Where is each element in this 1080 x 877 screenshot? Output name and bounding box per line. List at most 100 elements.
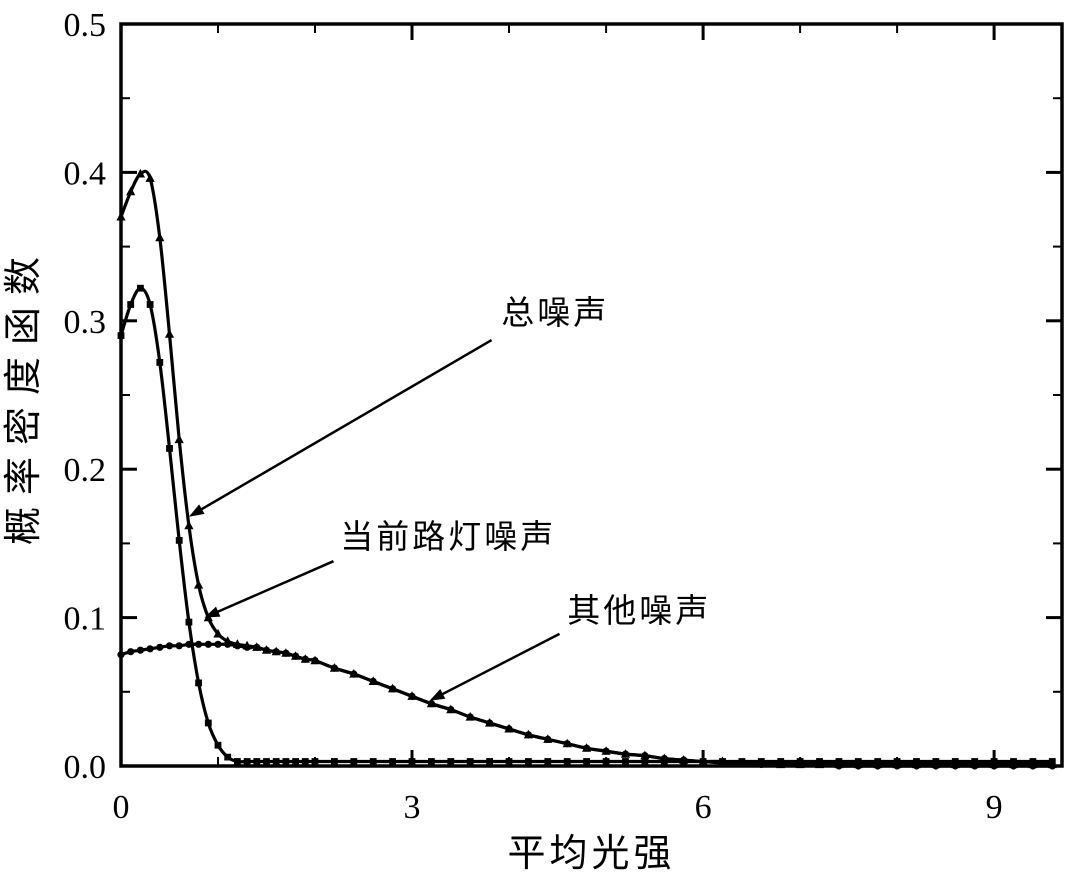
triangle-marker — [523, 729, 533, 739]
triangle-marker — [184, 520, 194, 530]
square-marker — [117, 332, 125, 339]
triangle-marker — [543, 734, 553, 743]
triangle-marker — [281, 648, 291, 657]
triangle-marker — [145, 173, 155, 182]
triangle-marker — [698, 756, 708, 766]
circle-marker — [175, 642, 183, 650]
square-marker — [214, 741, 222, 749]
triangle-marker — [310, 655, 320, 665]
square-marker — [350, 758, 358, 765]
y-tick-label: 0.1 — [64, 601, 107, 638]
circle-marker — [214, 640, 222, 648]
triangle-marker — [737, 758, 747, 767]
triangle-marker — [194, 580, 204, 589]
square-marker — [127, 301, 135, 308]
triangle-marker — [300, 654, 310, 663]
triangle-marker — [873, 759, 883, 769]
square-marker — [243, 758, 251, 765]
annotation-total-noise: 总噪声 — [188, 295, 606, 517]
y-tick-label: 0.3 — [64, 304, 107, 341]
square-marker — [369, 758, 377, 765]
triangle-marker — [562, 738, 572, 748]
series-total-noise — [116, 168, 1057, 769]
annotation-arrow-line — [199, 339, 493, 512]
annotation-label-streetlight-noise: 当前路灯噪声 — [340, 519, 556, 556]
series-streetlight-noise-markers — [117, 284, 1056, 765]
square-marker — [641, 758, 649, 765]
square-marker — [156, 359, 164, 366]
annotation-arrow-line — [215, 560, 335, 614]
triangle-marker — [1028, 759, 1038, 769]
triangle-marker — [126, 186, 136, 196]
square-marker — [292, 758, 299, 765]
triangle-marker — [640, 750, 650, 760]
triangle-marker — [950, 759, 960, 769]
triangle-marker — [261, 645, 272, 654]
annotation-streetlight-noise: 当前路灯噪声 — [204, 519, 556, 618]
circle-marker — [146, 645, 154, 653]
triangle-marker — [242, 640, 252, 650]
square-marker — [486, 758, 493, 765]
annotation-arrowhead — [188, 504, 205, 517]
triangle-marker — [213, 628, 223, 638]
square-marker — [204, 719, 212, 727]
circle-marker — [156, 643, 164, 651]
triangle-marker — [174, 434, 184, 444]
triangle-marker — [1008, 759, 1019, 769]
triangle-marker — [970, 759, 980, 769]
square-marker — [263, 758, 270, 765]
triangle-marker — [601, 746, 611, 755]
y-axis-title: 概率密度函数 — [3, 245, 45, 545]
series-streetlight-noise — [117, 284, 1056, 765]
square-marker — [175, 537, 183, 544]
triangle-marker — [155, 232, 165, 242]
square-marker — [185, 618, 193, 626]
triangle-marker — [135, 168, 145, 178]
square-marker — [311, 758, 319, 765]
y-tick-label: 0.4 — [64, 155, 107, 192]
triangle-marker — [349, 669, 359, 678]
x-tick-label: 3 — [404, 789, 421, 826]
triangle-marker — [853, 759, 863, 769]
circle-marker — [117, 651, 125, 659]
triangle-marker — [1047, 759, 1057, 769]
triangle-marker — [911, 759, 922, 769]
square-marker — [466, 758, 474, 765]
circle-marker — [127, 648, 135, 656]
triangle-marker — [485, 718, 495, 727]
triangle-marker — [271, 646, 281, 656]
x-tick-label: 0 — [113, 789, 130, 826]
triangle-marker — [446, 704, 456, 714]
square-marker — [428, 758, 435, 765]
annotation-arrow-line — [440, 632, 561, 696]
triangle-marker — [989, 759, 999, 769]
axis-ticks — [119, 22, 1062, 768]
y-tick-label: 0.0 — [64, 749, 107, 786]
y-tick-label: 0.5 — [64, 7, 107, 44]
square-marker — [408, 758, 416, 765]
triangle-marker — [814, 759, 825, 769]
triangle-marker — [834, 759, 844, 769]
square-marker — [146, 301, 154, 308]
triangle-marker — [659, 753, 669, 763]
triangle-marker — [407, 691, 417, 700]
square-marker — [331, 758, 338, 765]
triangle-marker — [717, 756, 728, 766]
series-total-noise-markers — [116, 168, 1057, 769]
annotation-arrowhead — [429, 689, 446, 701]
square-marker — [195, 679, 202, 687]
circle-marker — [204, 640, 212, 648]
x-tick-label: 6 — [695, 789, 712, 826]
x-tick-label: 9 — [986, 789, 1003, 826]
triangle-marker — [465, 712, 475, 721]
square-marker — [253, 758, 261, 765]
square-marker — [224, 753, 232, 761]
triangle-marker — [582, 743, 592, 752]
triangle-marker — [116, 211, 126, 221]
square-marker — [505, 758, 513, 765]
square-marker — [447, 758, 455, 765]
triangle-marker — [164, 329, 175, 338]
triangle-marker — [892, 759, 902, 769]
